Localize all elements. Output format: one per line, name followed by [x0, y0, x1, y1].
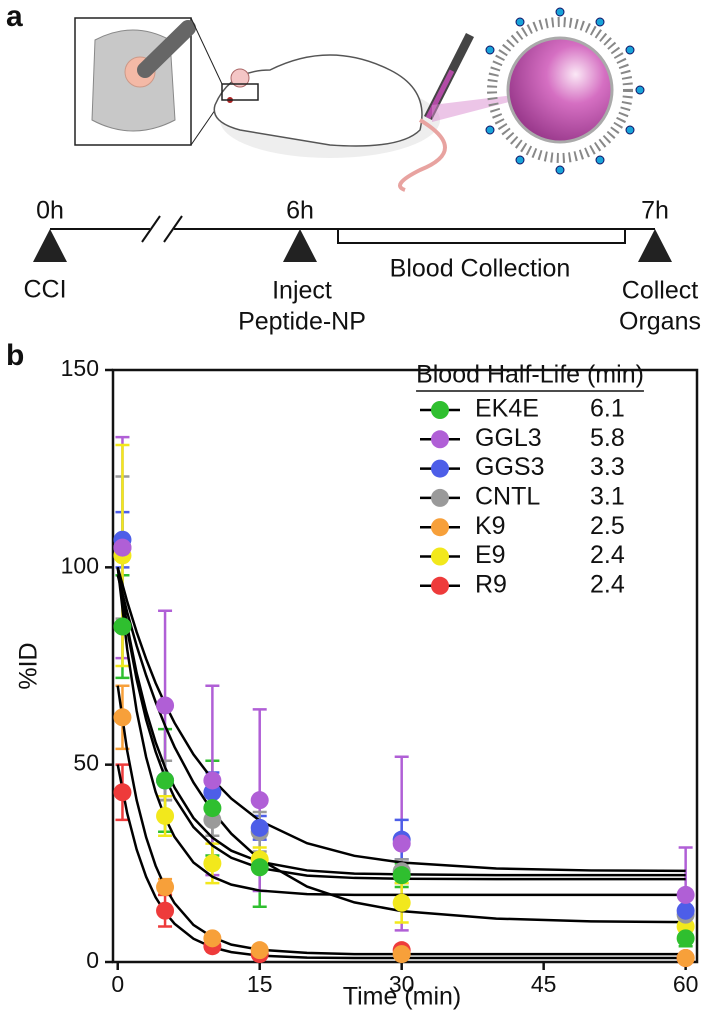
y-tick-label: 50 [73, 750, 99, 776]
legend-half-life: 2.4 [590, 541, 625, 569]
x-tick-label: 15 [247, 971, 273, 997]
legend-half-life: 2.4 [590, 570, 625, 598]
y-axis-label: %ID [15, 642, 43, 689]
legend-marker [431, 488, 449, 507]
data-point [203, 799, 222, 818]
x-tick-label: 0 [111, 971, 124, 997]
legend-label: EK4E [475, 395, 539, 423]
data-point [392, 866, 411, 885]
data-point [113, 538, 132, 557]
data-point [676, 901, 695, 920]
data-point [250, 941, 269, 960]
data-point [113, 708, 132, 727]
panel-label: a [6, 0, 23, 33]
data-point [676, 929, 695, 948]
fit-curve [116, 567, 686, 877]
legend-half-life: 6.1 [590, 395, 625, 423]
legend-half-life: 3.3 [590, 453, 625, 481]
x-axis-label: Time (min) [343, 983, 462, 1011]
event-label: CCI [23, 276, 66, 304]
legend-half-life: 5.8 [590, 424, 625, 452]
legend-label: GGL3 [475, 424, 542, 452]
data-point [156, 696, 175, 715]
fit-curve [116, 567, 686, 897]
data-point [676, 885, 695, 904]
event-label: Inject [272, 277, 332, 305]
time-label: 0h [36, 197, 64, 225]
data-point [250, 858, 269, 877]
event-label: Collect [622, 277, 698, 305]
legend-label: K9 [475, 512, 506, 540]
x-tick-label: 60 [673, 971, 699, 997]
data-point [203, 771, 222, 790]
data-point [676, 949, 695, 968]
legend-marker [431, 430, 449, 449]
data-point [250, 791, 269, 810]
data-point [156, 806, 175, 825]
illustration [33, 7, 672, 262]
legend-marker [431, 518, 449, 537]
x-tick-label: 30 [389, 971, 415, 997]
legend-marker [431, 547, 449, 566]
time-label: 6h [286, 197, 314, 225]
data-point [156, 771, 175, 790]
data-point [156, 901, 175, 920]
data-point [392, 945, 411, 964]
legend-title: Blood Half-Life (min) [416, 361, 644, 389]
legend-label: CNTL [475, 483, 540, 511]
legend-label: GGS3 [475, 453, 544, 481]
data-point [250, 818, 269, 837]
event-label: Peptide-NP [238, 308, 366, 336]
legend-label: R9 [475, 570, 507, 598]
event-label: Blood Collection [390, 255, 571, 283]
x-tick-label: 45 [531, 971, 557, 997]
panel-label: b [6, 339, 24, 372]
data-point [156, 878, 175, 897]
legend-label: E9 [475, 541, 506, 569]
legend-marker [431, 459, 449, 478]
y-tick-label: 0 [86, 947, 99, 973]
event-label: Organs [619, 308, 701, 336]
data-point [392, 834, 411, 853]
data-point [113, 617, 132, 636]
data-point [203, 929, 222, 948]
data-point [392, 893, 411, 912]
y-tick-label: 150 [61, 355, 99, 381]
data-point [203, 854, 222, 873]
legend-marker [431, 576, 449, 595]
fit-curve [116, 567, 686, 881]
legend-half-life: 3.1 [590, 483, 625, 511]
legend-half-life: 2.5 [590, 512, 625, 540]
legend-marker [431, 401, 449, 419]
time-label: 7h [641, 197, 669, 225]
data-point [113, 783, 132, 802]
y-tick-label: 100 [61, 552, 99, 578]
